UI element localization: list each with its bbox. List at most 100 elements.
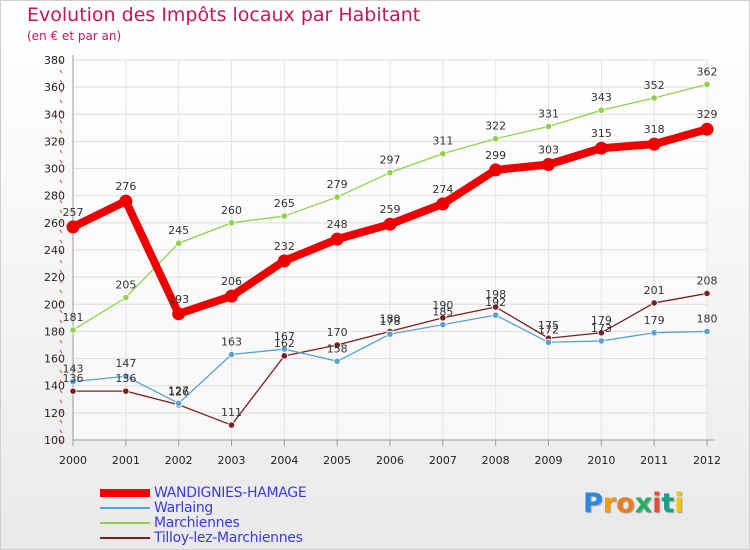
logo-letter: t — [661, 488, 675, 519]
y-tick-label: 220 — [44, 271, 65, 284]
axis-dash — [59, 399, 63, 404]
data-label: 331 — [538, 108, 559, 121]
data-point — [175, 239, 183, 247]
data-point — [544, 122, 553, 131]
axis-dash — [59, 129, 63, 134]
data-label: 259 — [380, 203, 401, 216]
x-tick-label: 2004 — [270, 454, 298, 467]
data-label: 126 — [168, 386, 189, 399]
data-point — [650, 94, 658, 102]
x-tick-label: 2005 — [323, 454, 351, 467]
legend-label: Warlaing — [154, 500, 214, 516]
data-label: 248 — [327, 218, 348, 231]
data-label: 185 — [432, 306, 453, 319]
data-label: 329 — [697, 108, 718, 121]
data-label: 136 — [63, 372, 84, 385]
data-point — [489, 163, 503, 177]
axis-dash — [59, 249, 63, 254]
chart-title: Evolution des Impôts locaux par Habitant — [27, 4, 421, 26]
axis-dash — [59, 419, 63, 424]
data-label: 201 — [644, 284, 665, 297]
y-tick-label: 340 — [44, 108, 65, 121]
logo-letter: o — [616, 488, 635, 519]
data-label: 162 — [274, 337, 295, 350]
data-label: 198 — [485, 288, 506, 301]
data-label: 192 — [485, 296, 506, 309]
data-point — [597, 329, 605, 337]
data-point — [66, 220, 80, 234]
logo-letter: x — [634, 488, 653, 519]
data-label: 127 — [168, 384, 189, 397]
data-label: 208 — [697, 274, 718, 287]
axis-dash — [59, 219, 63, 224]
data-point — [333, 357, 341, 365]
x-tick-label: 2012 — [693, 454, 721, 467]
y-tick-label: 320 — [44, 135, 65, 148]
data-label: 265 — [274, 197, 295, 210]
y-tick-label: 300 — [44, 163, 65, 176]
data-label: 299 — [485, 149, 506, 162]
data-label: 279 — [327, 178, 348, 191]
data-label: 136 — [115, 372, 136, 385]
axis-dash — [59, 319, 63, 324]
data-label: 173 — [591, 322, 612, 335]
axis-dash — [59, 99, 63, 104]
data-point — [544, 338, 553, 346]
data-label: 143 — [63, 363, 84, 376]
chart-subtitle: (en € et par an) — [27, 29, 122, 43]
data-point — [227, 350, 236, 359]
x-tick-label: 2009 — [535, 454, 563, 467]
axis-dash — [59, 239, 63, 244]
axis-dash — [59, 119, 63, 124]
y-tick-label: 140 — [44, 380, 65, 393]
data-label: 276 — [115, 180, 136, 193]
data-label: 172 — [538, 323, 559, 336]
logo-letter: P — [583, 488, 603, 519]
data-point — [700, 122, 714, 136]
data-label: 158 — [327, 342, 348, 355]
data-point — [280, 352, 288, 360]
data-point — [703, 327, 711, 336]
data-label: 205 — [115, 279, 136, 292]
data-label: 303 — [538, 144, 559, 157]
data-label: 180 — [380, 312, 401, 325]
data-label: 318 — [644, 123, 665, 136]
data-label: 311 — [432, 135, 453, 148]
x-tick-label: 2008 — [482, 454, 510, 467]
data-point — [439, 150, 447, 158]
data-label: 190 — [432, 299, 453, 312]
axis-dash — [59, 269, 63, 274]
data-point — [383, 217, 397, 231]
y-tick-label: 240 — [44, 244, 65, 257]
data-point — [542, 158, 555, 171]
axis-dash — [59, 69, 63, 74]
x-tick-label: 2001 — [112, 454, 140, 467]
data-point — [436, 197, 450, 211]
axis-dash — [59, 89, 63, 94]
axis-dash — [59, 169, 63, 174]
axis-dash — [59, 79, 63, 84]
data-point — [69, 326, 77, 334]
data-label: 257 — [63, 206, 84, 219]
data-point — [647, 137, 661, 151]
data-label: 322 — [485, 120, 506, 133]
y-tick-label: 360 — [44, 81, 65, 94]
data-label: 179 — [644, 314, 665, 327]
axis-dash — [59, 409, 63, 414]
x-tick-label: 2011 — [640, 454, 668, 467]
data-point — [333, 193, 341, 201]
axis-dash — [59, 309, 63, 314]
data-point — [703, 289, 711, 298]
data-label: 362 — [697, 65, 718, 78]
legend-swatch — [100, 537, 150, 539]
y-tick-label: 160 — [44, 353, 65, 366]
x-tick-label: 2003 — [218, 454, 246, 467]
axis-dash — [59, 369, 63, 374]
data-label: 193 — [168, 293, 189, 306]
data-point — [122, 293, 130, 302]
axis-dash — [59, 429, 63, 434]
axis-dash — [59, 289, 63, 294]
axis-dash — [59, 199, 63, 204]
data-label: 179 — [591, 314, 612, 327]
